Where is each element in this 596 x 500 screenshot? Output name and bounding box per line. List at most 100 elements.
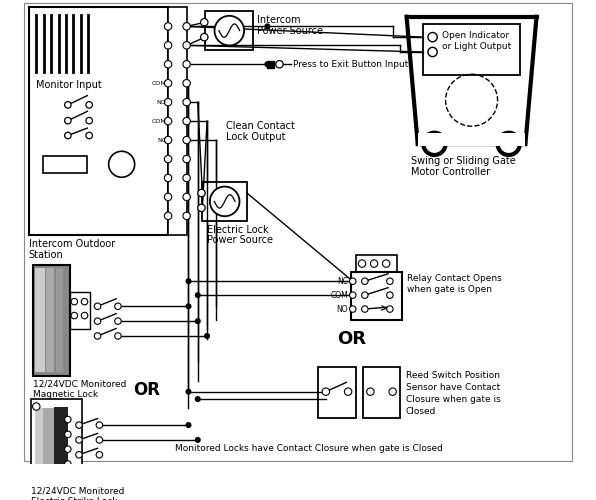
Bar — [351, 272, 402, 320]
Circle shape — [349, 292, 356, 298]
Circle shape — [86, 118, 92, 124]
Bar — [268, 60, 274, 68]
Circle shape — [33, 403, 40, 410]
Bar — [46, 268, 54, 372]
Bar — [54, 406, 68, 475]
Bar — [203, 182, 247, 221]
Circle shape — [367, 388, 374, 396]
Circle shape — [183, 156, 190, 162]
Circle shape — [86, 132, 92, 139]
Text: Power Source: Power Source — [257, 26, 323, 36]
Circle shape — [498, 132, 520, 155]
Bar — [35, 268, 45, 372]
Circle shape — [96, 422, 103, 428]
Text: Press to Exit Button Input: Press to Exit Button Input — [293, 60, 409, 68]
Circle shape — [195, 397, 200, 402]
Bar — [33, 264, 70, 376]
Circle shape — [164, 22, 172, 30]
Text: NC: NC — [337, 276, 348, 285]
Circle shape — [114, 332, 121, 339]
Text: Clean Contact: Clean Contact — [226, 120, 294, 130]
Circle shape — [164, 80, 172, 87]
Bar — [318, 366, 356, 418]
Circle shape — [195, 319, 200, 324]
Circle shape — [210, 186, 240, 216]
Text: COM: COM — [151, 80, 166, 86]
Circle shape — [265, 62, 270, 66]
Text: Open Indicator: Open Indicator — [442, 30, 509, 40]
Text: Electric Strike Lock: Electric Strike Lock — [31, 496, 117, 500]
Circle shape — [362, 278, 368, 284]
Circle shape — [344, 388, 352, 396]
Bar — [356, 255, 398, 272]
Circle shape — [428, 48, 437, 56]
Circle shape — [64, 118, 71, 124]
Circle shape — [114, 318, 121, 324]
Bar — [35, 408, 54, 474]
Text: Intercom Outdoor: Intercom Outdoor — [29, 238, 115, 248]
Circle shape — [183, 193, 190, 200]
Circle shape — [164, 60, 172, 68]
Text: Sensor have Contact: Sensor have Contact — [406, 384, 500, 392]
Text: Magnetic Lock: Magnetic Lock — [33, 390, 98, 399]
Circle shape — [94, 332, 101, 339]
Text: OR: OR — [133, 381, 160, 399]
Circle shape — [76, 436, 82, 443]
Circle shape — [204, 334, 209, 338]
Text: Power Source: Power Source — [207, 235, 273, 245]
Circle shape — [183, 60, 190, 68]
Circle shape — [200, 18, 208, 26]
Text: COM: COM — [330, 290, 348, 300]
Circle shape — [183, 80, 190, 87]
Circle shape — [183, 136, 190, 144]
Circle shape — [186, 390, 191, 394]
Circle shape — [186, 422, 191, 428]
Circle shape — [370, 260, 378, 268]
Circle shape — [96, 452, 103, 458]
Circle shape — [64, 102, 71, 108]
Text: COM: COM — [151, 118, 166, 124]
Text: Monitor Input: Monitor Input — [36, 80, 102, 90]
Circle shape — [71, 312, 77, 319]
Circle shape — [276, 60, 283, 68]
Text: NO: NO — [157, 100, 166, 104]
Circle shape — [114, 303, 121, 310]
Bar — [363, 366, 400, 418]
Circle shape — [186, 304, 191, 308]
Circle shape — [183, 42, 190, 49]
Text: or Light Output: or Light Output — [442, 42, 511, 51]
Circle shape — [164, 174, 172, 182]
Circle shape — [64, 431, 71, 438]
Text: 12/24VDC Monitored: 12/24VDC Monitored — [31, 486, 124, 496]
Circle shape — [76, 452, 82, 458]
Circle shape — [164, 98, 172, 106]
Text: Relay Contact Opens: Relay Contact Opens — [406, 274, 501, 283]
Circle shape — [387, 306, 393, 312]
Circle shape — [96, 436, 103, 443]
Circle shape — [71, 298, 77, 305]
Circle shape — [349, 306, 356, 312]
Circle shape — [76, 422, 82, 428]
Bar — [168, 8, 187, 235]
Text: Swing or Sliding Gate: Swing or Sliding Gate — [411, 156, 516, 166]
Text: Station: Station — [29, 250, 64, 260]
Circle shape — [349, 278, 356, 284]
Circle shape — [195, 438, 200, 442]
Circle shape — [198, 190, 205, 197]
Circle shape — [428, 32, 437, 42]
Circle shape — [186, 279, 191, 283]
Circle shape — [94, 318, 101, 324]
Circle shape — [183, 22, 190, 30]
Circle shape — [183, 118, 190, 125]
Text: Reed Switch Position: Reed Switch Position — [406, 371, 499, 380]
Circle shape — [183, 98, 190, 106]
Bar — [418, 132, 526, 145]
Bar — [35, 408, 43, 474]
Circle shape — [198, 204, 205, 212]
Text: Monitored Locks have Contact Closure when gate is Closed: Monitored Locks have Contact Closure whe… — [175, 444, 442, 453]
Circle shape — [362, 306, 368, 312]
Circle shape — [383, 260, 390, 268]
Circle shape — [81, 298, 88, 305]
Bar — [31, 399, 82, 482]
Circle shape — [387, 292, 393, 298]
